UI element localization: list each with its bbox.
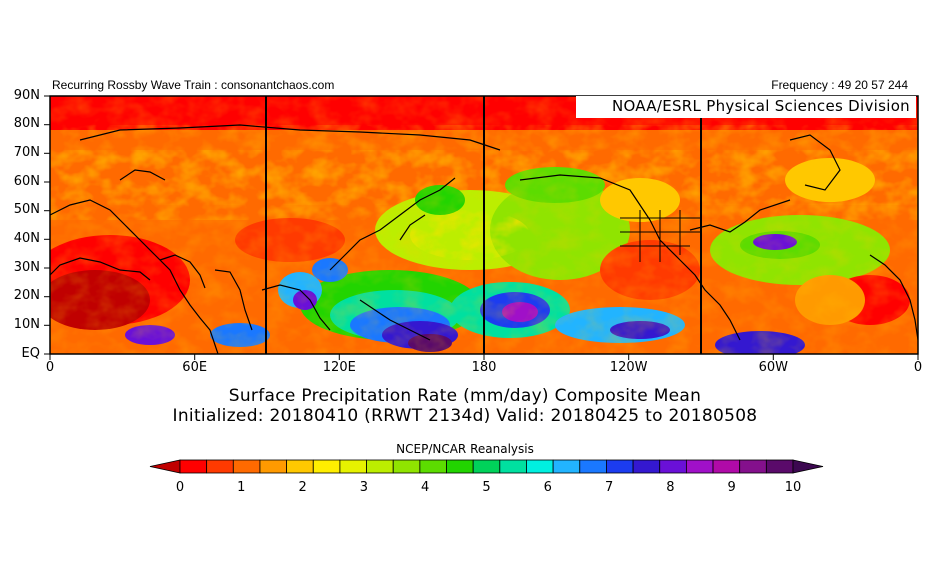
colorbar-swatch [312, 459, 341, 474]
colorbar-swatch [659, 459, 687, 474]
y-label-80n: 80N [13, 116, 40, 131]
x-label-60w: 60W [758, 360, 788, 375]
y-label-eq: EQ [21, 346, 40, 361]
colorbar-swatch [232, 459, 261, 474]
colorbar-tick-label: 0 [175, 480, 185, 495]
colorbar-swatch [206, 459, 234, 474]
colorbar-swatch [179, 459, 208, 474]
precip-field [50, 96, 918, 354]
y-label-50n: 50N [13, 202, 40, 217]
colorbar-swatch [552, 459, 581, 474]
colorbar-swatch [472, 459, 501, 474]
colorbar-tick-label: 5 [482, 480, 491, 495]
state-borders [620, 210, 700, 262]
colorbar-swatch [446, 459, 474, 474]
colorbar-tick-label: 8 [666, 480, 675, 495]
colorbar-swatch [712, 459, 741, 474]
colorbar-swatch [366, 459, 394, 474]
colorbar-arrow-low [149, 459, 181, 474]
longitude-dividers [265, 96, 702, 354]
x-ticks [49, 354, 919, 360]
colorbar-arrow-high [792, 459, 824, 474]
y-label-10n: 10N [13, 317, 40, 332]
colorbar-title: NCEP/NCAR Reanalysis [396, 442, 534, 456]
y-label-20n: 20N [13, 288, 40, 303]
colorbar-swatch [579, 459, 607, 474]
header-left-text: Recurring Rossby Wave Train : consonantc… [52, 78, 335, 92]
colorbar-swatch [339, 459, 367, 474]
credit-label: NOAA/ESRL Physical Sciences Division [576, 96, 916, 118]
colorbar-tick-label: 7 [604, 480, 614, 495]
x-label-60e: 60E [182, 360, 208, 375]
colorbar-swatch [392, 459, 421, 474]
colorbar-swatch [765, 459, 794, 474]
colorbar-swatch [606, 459, 634, 474]
colorbar-swatch [286, 459, 314, 474]
colorbar-swatch [419, 459, 447, 474]
plot-title: Surface Precipitation Rate (mm/day) Comp… [228, 386, 702, 406]
x-label-0-end: 0 [913, 360, 923, 375]
y-ticks [44, 95, 50, 355]
colorbar-swatch [632, 459, 661, 474]
colorbar-swatch [499, 459, 527, 474]
colorbar-swatch [259, 459, 288, 474]
colorbar-tick-label: 6 [543, 480, 552, 495]
colorbar-swatch [685, 459, 714, 474]
x-label-120w: 120W [609, 360, 648, 375]
colorbar-tick-label: 4 [421, 480, 430, 495]
y-label-60n: 60N [13, 174, 40, 189]
header-right-text: Frequency : 49 20 57 244 [771, 78, 908, 92]
x-label-120e: 120E [322, 360, 356, 375]
x-label-0: 0 [45, 360, 55, 375]
y-label-70n: 70N [13, 145, 40, 160]
y-label-40n: 40N [13, 231, 40, 246]
plot-subtitle: Initialized: 20180410 (RRWT 2134d) Valid… [172, 406, 758, 426]
colorbar-tick-label: 9 [727, 480, 736, 495]
colorbar [149, 459, 824, 474]
colorbar-tick-label: 2 [298, 480, 307, 495]
colorbar-tick-label: 1 [237, 480, 246, 495]
colorbar-swatch [526, 459, 554, 474]
colorbar-tick-label: 3 [359, 480, 369, 495]
y-label-90n: 90N [13, 88, 40, 103]
colorbar-tick-label: 10 [784, 480, 802, 495]
x-label-180: 180 [471, 360, 497, 375]
colorbar-swatch [739, 459, 767, 474]
y-label-30n: 30N [13, 260, 40, 275]
